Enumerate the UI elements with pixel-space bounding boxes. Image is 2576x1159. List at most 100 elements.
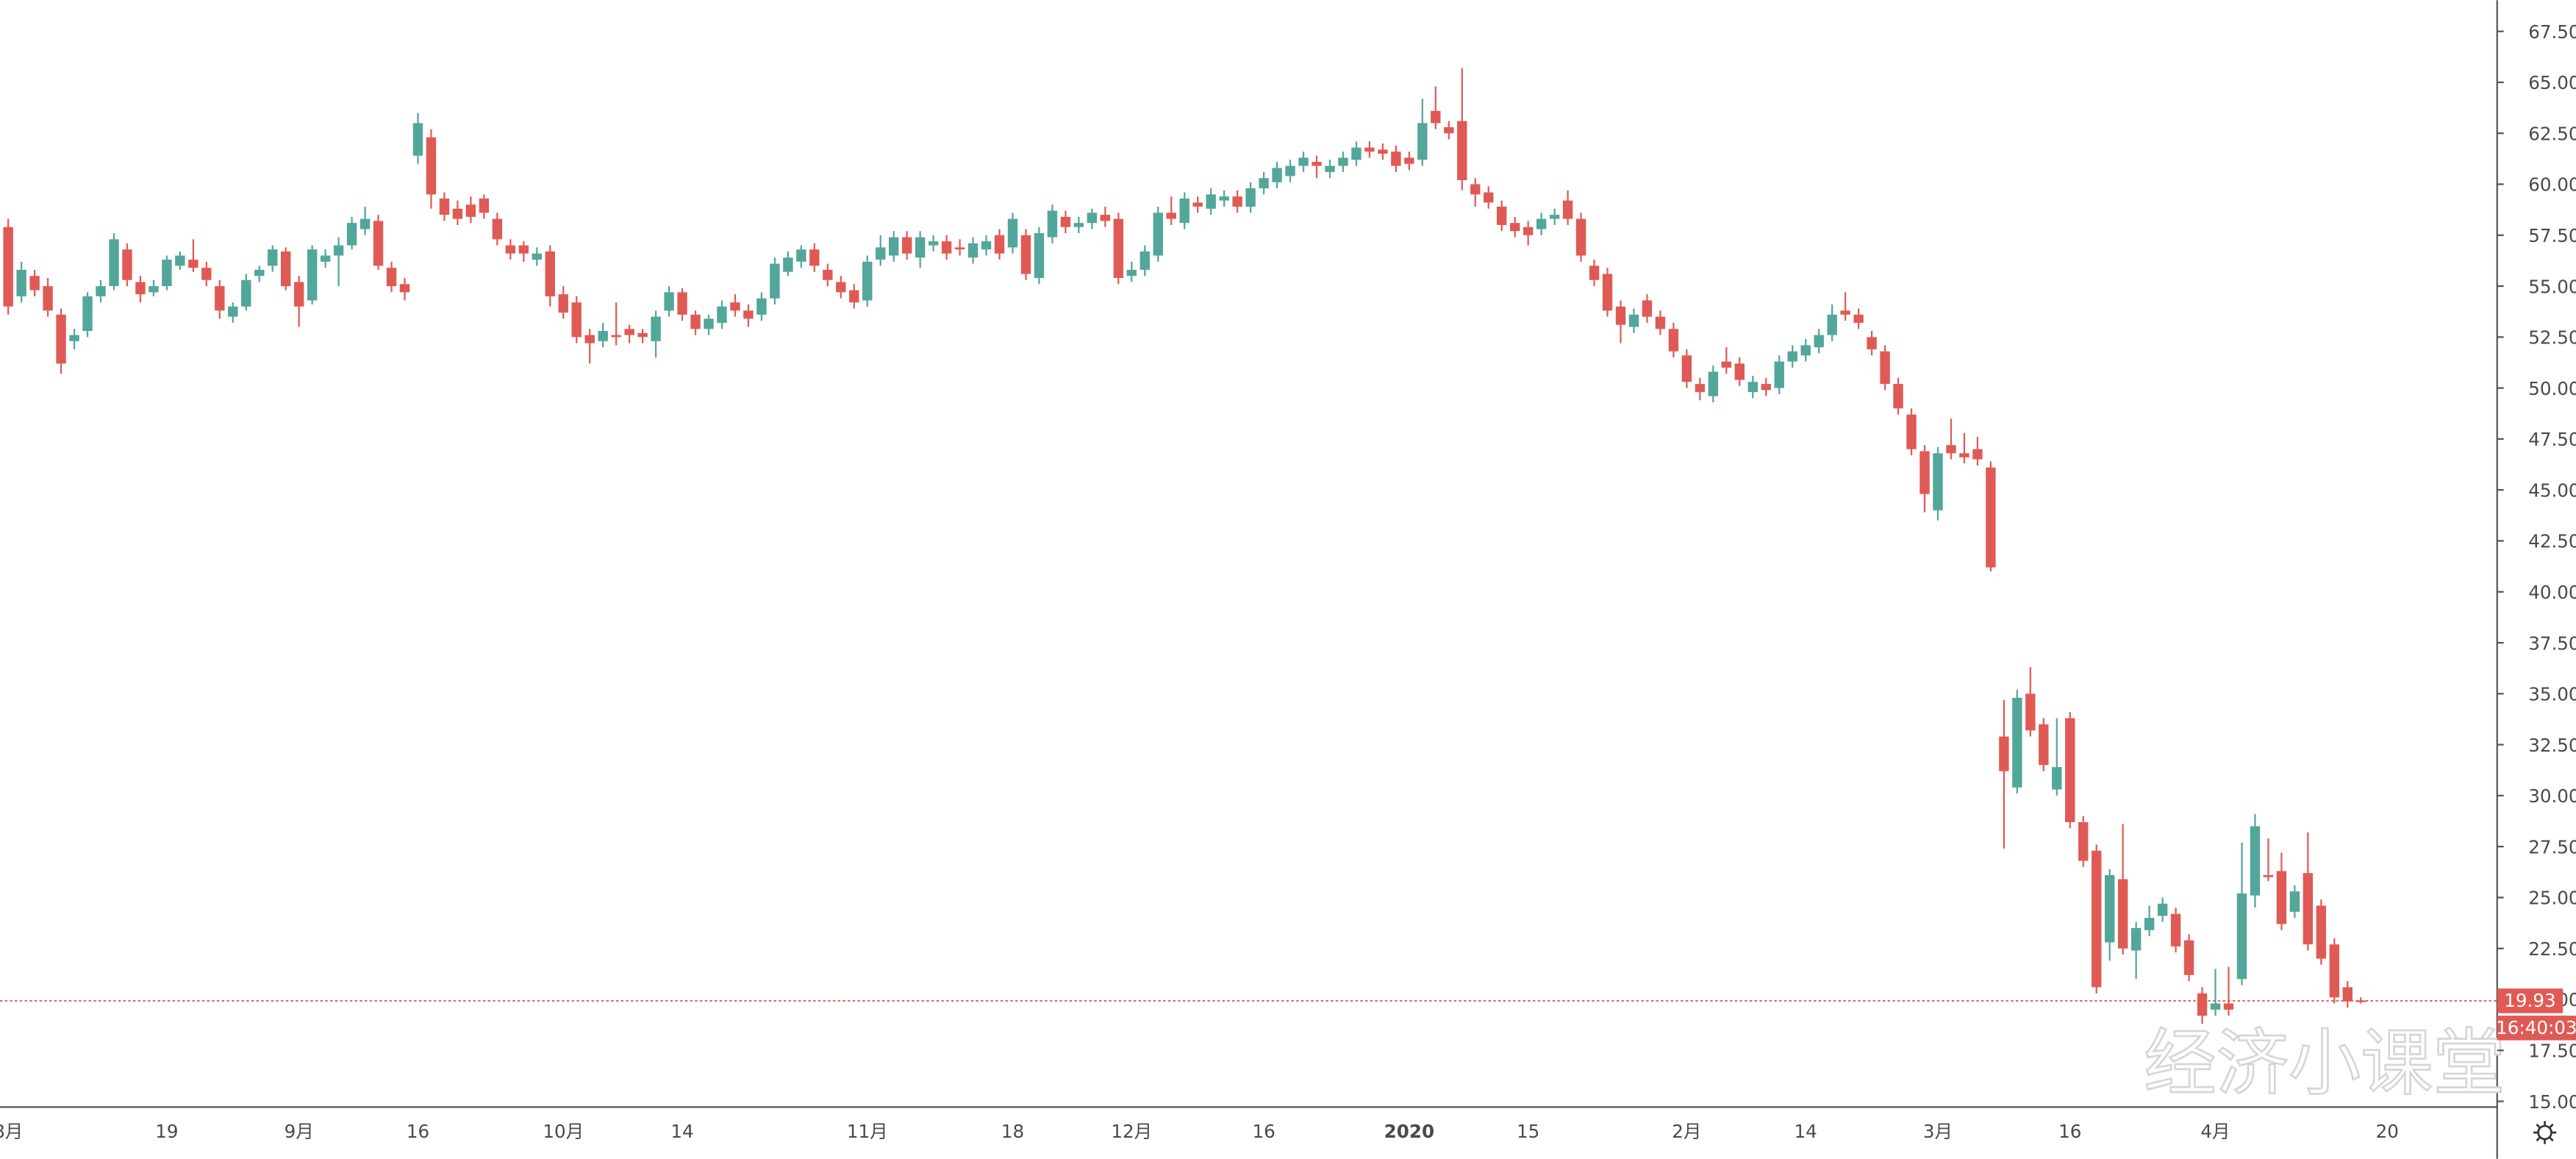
candle-body bbox=[1589, 265, 1600, 280]
y-tick-label: 35.00 bbox=[2528, 684, 2576, 705]
last-price-box bbox=[2497, 988, 2564, 1013]
x-tick-label: 16 bbox=[407, 1121, 429, 1142]
x-tick-label: 8月 bbox=[0, 1121, 23, 1142]
candle-body bbox=[1496, 206, 1507, 225]
candle-body bbox=[1708, 371, 1719, 396]
candle-body bbox=[399, 284, 410, 293]
candle-body bbox=[386, 268, 397, 287]
candle-body bbox=[1549, 215, 1560, 219]
candle-body bbox=[1695, 384, 1706, 393]
x-tick-label: 12月 bbox=[1111, 1121, 1152, 1142]
candle-body bbox=[281, 251, 291, 287]
candle-body bbox=[2130, 928, 2142, 951]
candle-body bbox=[1312, 162, 1322, 166]
y-tick-label: 60.00 bbox=[2528, 174, 2576, 196]
settings-icon[interactable] bbox=[2533, 1121, 2557, 1144]
candle-body bbox=[2329, 944, 2340, 998]
candle-body bbox=[149, 286, 159, 293]
candle-body bbox=[1933, 453, 1943, 510]
x-tick-label: 2020 bbox=[1384, 1121, 1434, 1142]
candle-body bbox=[651, 316, 661, 341]
candle-body bbox=[241, 279, 251, 307]
candle-body bbox=[201, 268, 212, 280]
candle-body bbox=[532, 253, 543, 260]
candle-body bbox=[1774, 361, 1784, 388]
candle-body bbox=[2276, 871, 2287, 924]
candle-body bbox=[1509, 223, 1520, 232]
candle-body bbox=[373, 221, 384, 266]
y-tick-label: 27.50 bbox=[2528, 836, 2576, 857]
y-tick-label: 22.50 bbox=[2528, 938, 2576, 960]
x-tick-label: 4月 bbox=[2200, 1121, 2230, 1142]
candle-body bbox=[1100, 215, 1111, 221]
countdown-box bbox=[2497, 1016, 2576, 1041]
candle-body bbox=[1893, 384, 1903, 409]
y-tick-label: 37.50 bbox=[2528, 632, 2576, 654]
candle-body bbox=[862, 261, 873, 301]
y-tick-label: 50.00 bbox=[2528, 378, 2576, 399]
candle-body bbox=[1920, 451, 1930, 494]
candle-body bbox=[333, 245, 344, 256]
watermark: 经济小课堂 bbox=[2144, 1022, 2505, 1106]
candle-body bbox=[1087, 213, 1098, 224]
candle-body bbox=[2210, 1003, 2221, 1010]
candle-body bbox=[1615, 306, 1626, 325]
candle-body bbox=[465, 204, 476, 217]
candle-body bbox=[346, 223, 357, 246]
x-tick-label: 14 bbox=[670, 1121, 693, 1142]
candle-body bbox=[1972, 449, 1983, 460]
x-tick-label: 15 bbox=[1517, 1121, 1539, 1142]
candle-body bbox=[1060, 216, 1071, 227]
candle-body bbox=[1338, 157, 1348, 166]
x-tick-label: 18 bbox=[1001, 1121, 1024, 1142]
candle-body bbox=[1073, 223, 1084, 227]
candle-body bbox=[1047, 210, 1058, 238]
candle-body bbox=[268, 249, 278, 266]
candle-body bbox=[2236, 893, 2247, 980]
candle-body bbox=[823, 269, 833, 280]
candle-body bbox=[215, 286, 225, 311]
candle-body bbox=[915, 237, 926, 258]
candle-body bbox=[664, 292, 674, 311]
y-tick-label: 40.00 bbox=[2528, 582, 2576, 603]
candle-body bbox=[1840, 310, 1850, 315]
x-tick-label: 14 bbox=[1795, 1121, 1817, 1142]
candle-body bbox=[1734, 363, 1745, 380]
candle-body bbox=[412, 123, 423, 156]
candle-body bbox=[967, 243, 978, 258]
candle-body bbox=[928, 241, 939, 246]
candle-body bbox=[770, 263, 780, 299]
candle-body bbox=[3, 227, 13, 307]
candle-body bbox=[2052, 767, 2062, 790]
candle-body bbox=[1007, 218, 1018, 248]
candle-body bbox=[1404, 157, 1414, 164]
candle-body bbox=[981, 241, 992, 250]
candle-body bbox=[756, 298, 767, 315]
candle-body bbox=[29, 276, 40, 290]
candle-body bbox=[1139, 251, 1150, 270]
candle-body bbox=[1325, 165, 1335, 172]
candle-body bbox=[2183, 940, 2194, 975]
candle-body bbox=[598, 331, 608, 341]
candle-body bbox=[162, 260, 172, 287]
candle-body bbox=[1523, 227, 1534, 235]
candle-body bbox=[109, 239, 119, 287]
candle-body bbox=[571, 302, 582, 338]
candle-body bbox=[2144, 918, 2155, 930]
candle-body bbox=[1946, 445, 1956, 454]
candle-body bbox=[1986, 467, 1996, 568]
candle-body bbox=[1575, 218, 1586, 256]
candle-body bbox=[16, 269, 26, 296]
candle-body bbox=[228, 306, 238, 317]
candle-body bbox=[2342, 987, 2353, 1002]
candle-body bbox=[2197, 993, 2208, 1016]
candle-body bbox=[122, 249, 132, 280]
candle-body bbox=[1166, 213, 1176, 219]
candle-body bbox=[2223, 1003, 2234, 1010]
x-tick-label: 2月 bbox=[1672, 1121, 1701, 1142]
plot bbox=[3, 68, 2366, 1024]
candle-body bbox=[1351, 147, 1362, 160]
candle-body bbox=[1272, 168, 1282, 182]
y-tick-label: 47.50 bbox=[2528, 429, 2576, 450]
